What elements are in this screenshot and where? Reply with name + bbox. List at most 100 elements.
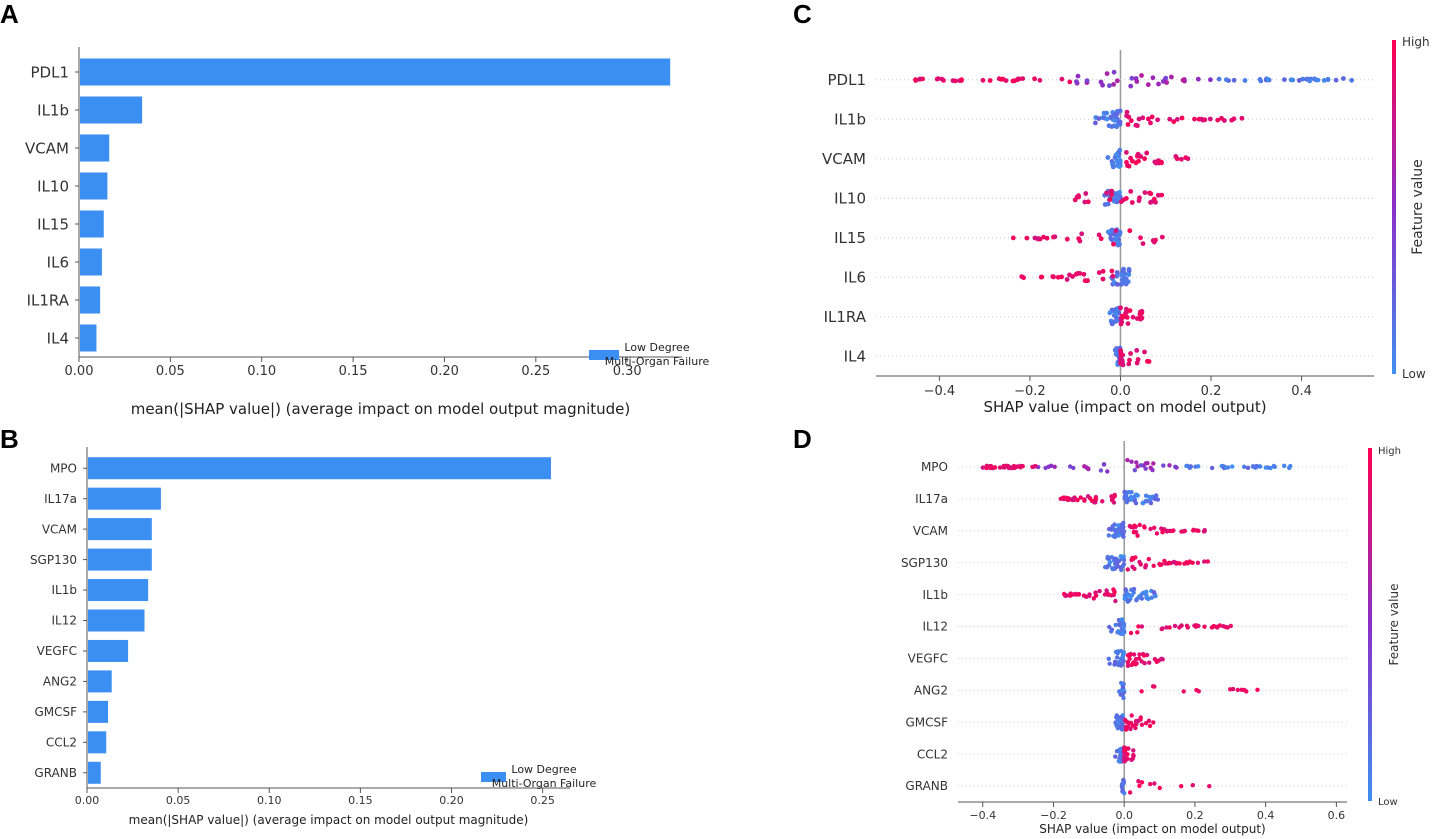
x-tick-label: 0.2 — [1186, 809, 1204, 822]
shap-point — [1208, 77, 1213, 83]
shap-point — [1116, 164, 1122, 169]
shap-point — [1032, 76, 1037, 82]
shap-point — [1115, 560, 1120, 565]
shap-point — [999, 76, 1004, 82]
shap-point — [1152, 496, 1158, 502]
shap-point — [1159, 656, 1164, 661]
legend-label-line2: Multi-Organ Failure — [605, 355, 710, 368]
shap-point — [1125, 457, 1130, 463]
shap-point — [1150, 75, 1156, 81]
shap-point — [1194, 623, 1199, 628]
shap-point — [1096, 270, 1102, 275]
shap-point — [1135, 464, 1140, 469]
shap-point — [1096, 116, 1102, 121]
x-tick-label: 0.0 — [1115, 809, 1133, 822]
shap-point — [1121, 650, 1126, 655]
bar-gmcsf — [88, 700, 109, 723]
shap-point — [1154, 659, 1159, 664]
shap-point — [1143, 498, 1149, 504]
shap-point — [1082, 199, 1088, 205]
colorbar — [1392, 40, 1396, 374]
feature-label: IL12 — [923, 620, 949, 634]
panel-c-beeswarm: PDL1 IL1b VCAM IL10 IL15 IL6 IL1RA IL4 −0.4 −0.2 0… — [822, 35, 1430, 416]
shap-point — [1089, 498, 1095, 503]
shap-point — [1059, 76, 1065, 82]
shap-point — [1196, 464, 1201, 469]
shap-point — [992, 465, 997, 470]
shap-point — [1231, 116, 1237, 122]
legend-label-line1: Low Degree — [511, 763, 576, 776]
shap-point — [1255, 687, 1260, 692]
shap-point — [1137, 522, 1142, 528]
shap-point — [1186, 560, 1192, 565]
shap-point — [1109, 321, 1115, 327]
shap-point — [1135, 357, 1141, 362]
shap-point — [1282, 463, 1287, 468]
x-tick-label: 0.25 — [521, 364, 550, 379]
shap-point — [1131, 748, 1136, 753]
shap-point — [1134, 661, 1139, 666]
shap-point — [1125, 321, 1131, 326]
shap-point — [1159, 192, 1165, 198]
shap-point — [1192, 116, 1197, 122]
shap-point — [1124, 113, 1129, 119]
shap-point — [1134, 316, 1140, 321]
shap-point — [1135, 630, 1140, 635]
shap-point — [1107, 661, 1112, 666]
shap-point — [1120, 362, 1126, 368]
shap-point — [1290, 77, 1296, 83]
shap-point — [1012, 78, 1017, 84]
shap-point — [1125, 593, 1130, 598]
shap-point — [984, 465, 989, 471]
shap-point — [1155, 117, 1160, 123]
shap-point — [1109, 227, 1115, 233]
shap-point — [1158, 562, 1163, 568]
shap-point — [1133, 160, 1139, 166]
shap-point — [1139, 311, 1144, 316]
x-tick-label: 0.4 — [1291, 384, 1312, 399]
shap-point — [1209, 465, 1215, 471]
shap-point — [1074, 79, 1079, 84]
shap-point — [1216, 76, 1222, 82]
shap-point — [1146, 116, 1151, 122]
y-tick-label: SGP130 — [30, 553, 77, 567]
feature-label: IL10 — [834, 190, 866, 208]
x-tick-label: 0.6 — [1328, 809, 1346, 822]
shap-point — [1109, 124, 1115, 129]
shap-point — [1114, 152, 1120, 158]
shap-point — [1214, 624, 1219, 629]
shap-point — [1147, 190, 1152, 196]
shap-point — [1129, 490, 1134, 495]
shap-point — [1315, 77, 1321, 83]
shap-point — [1132, 468, 1138, 473]
bar-il1b — [88, 579, 149, 602]
shap-point — [1143, 493, 1149, 498]
shap-point — [1121, 562, 1127, 567]
legend-label-line2: Multi-Organ Failure — [492, 777, 597, 790]
shap-point — [1121, 777, 1126, 783]
shap-point — [1119, 554, 1124, 559]
shap-point — [1147, 723, 1153, 729]
x-tick-label: 0.10 — [247, 364, 276, 379]
feature-label: IL17a — [915, 492, 948, 506]
shap-point — [1098, 468, 1104, 473]
x-axis-label: mean(|SHAP value|) (average impact on mo… — [131, 400, 631, 418]
shap-point — [1185, 625, 1191, 630]
shap-point — [1125, 567, 1131, 572]
shap-point — [1106, 656, 1112, 661]
y-tick-label: CCL2 — [46, 736, 77, 750]
shap-point — [1124, 315, 1130, 320]
shap-point — [1113, 228, 1119, 234]
shap-point — [1148, 120, 1153, 126]
shap-point — [1122, 790, 1127, 796]
shap-point — [1070, 274, 1075, 279]
shap-point — [1118, 305, 1123, 311]
shap-point — [1100, 499, 1105, 504]
shap-point — [1223, 77, 1229, 83]
bar-il6 — [80, 248, 102, 276]
shap-point — [1137, 195, 1142, 201]
shap-point — [1195, 560, 1201, 565]
shap-point — [1093, 120, 1098, 126]
x-tick-label: −0.2 — [1040, 809, 1067, 822]
x-axis-label: SHAP value (impact on model output) — [1039, 822, 1266, 836]
